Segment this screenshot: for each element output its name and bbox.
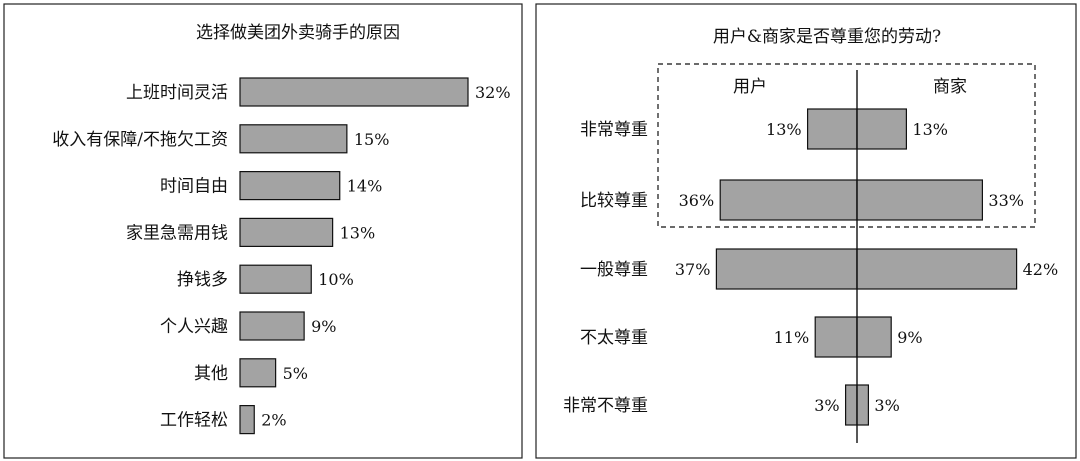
reason-category-label: 时间自由 <box>160 177 228 197</box>
users-bar <box>715 248 858 290</box>
reason-value-label: 14% <box>347 177 383 196</box>
reason-value-label: 13% <box>340 223 376 242</box>
reason-bar <box>239 171 341 201</box>
merchants-value-label: 33% <box>988 191 1024 210</box>
reason-category-label: 个人兴趣 <box>160 317 228 337</box>
respect-chart-title: 用户&商家是否尊重您的劳动? <box>713 27 941 47</box>
reason-category-label: 其他 <box>194 364 228 384</box>
merchants-value-label: 3% <box>874 396 899 415</box>
users-value-label: 36% <box>679 191 715 210</box>
reasons-chart-title: 选择做美团外卖骑手的原因 <box>196 23 400 43</box>
reason-value-label: 32% <box>475 83 511 102</box>
reasons-bars: 上班时间灵活 32% 收入有保障/不拖欠工资 15% 时间自由 14% 家里急需用钱 13% 挣… <box>52 77 511 435</box>
reason-value-label: 10% <box>318 270 354 289</box>
users-bar <box>806 108 858 150</box>
reason-bar <box>239 124 348 154</box>
reason-value-label: 5% <box>283 364 308 383</box>
respect-category-label: 不太尊重 <box>580 328 648 348</box>
respect-chart-frame <box>535 3 1077 459</box>
reason-value-label: 15% <box>354 130 390 149</box>
merchants-value-label: 9% <box>897 328 922 347</box>
merchants-value-label: 42% <box>1023 260 1059 279</box>
reason-value-label: 9% <box>311 317 336 336</box>
reason-bar <box>239 358 277 388</box>
merchants-value-label: 13% <box>912 120 948 139</box>
respect-category-label: 非常不尊重 <box>563 396 648 416</box>
merchants-bar <box>856 316 892 358</box>
legend-merchants: 商家 <box>933 77 967 97</box>
users-bar <box>719 179 858 221</box>
respect-category-label: 比较尊重 <box>580 191 648 211</box>
reason-category-label: 收入有保障/不拖欠工资 <box>52 130 228 150</box>
respect-category-label: 一般尊重 <box>580 260 648 280</box>
reason-category-label: 挣钱多 <box>177 270 228 290</box>
users-value-label: 37% <box>675 260 711 279</box>
reason-bar <box>239 311 305 341</box>
users-value-label: 3% <box>814 396 839 415</box>
reason-category-label: 家里急需用钱 <box>126 223 228 243</box>
reason-bar <box>239 405 255 435</box>
respect-category-label: 非常尊重 <box>580 120 648 140</box>
respect-bars: 非常尊重 13% 13% 比较尊重 36% 33% 一般尊重 37% 42% 不太尊重 11% 9% 非… <box>563 108 1059 426</box>
legend-users: 用户 <box>733 77 767 97</box>
merchants-bar <box>856 179 984 221</box>
merchants-bar <box>856 248 1018 290</box>
reason-value-label: 2% <box>261 411 286 430</box>
users-bar <box>844 384 858 426</box>
reason-category-label: 上班时间灵活 <box>126 83 228 103</box>
users-value-label: 11% <box>774 328 810 347</box>
merchants-bar <box>856 108 908 150</box>
users-value-label: 13% <box>766 120 802 139</box>
reason-bar <box>239 264 312 294</box>
respect-chart-panel: 用户&商家是否尊重您的劳动? 用户 商家 非常尊重 13% 13% 比较尊重 36% 33… <box>535 3 1077 459</box>
users-bar <box>814 316 858 358</box>
merchants-bar <box>856 384 869 426</box>
reasons-chart-panel: 选择做美团外卖骑手的原因 上班时间灵活 32% 收入有保障/不拖欠工资 15% 时间自由… <box>3 3 523 459</box>
reason-bar <box>239 77 469 107</box>
reason-category-label: 工作轻松 <box>160 411 228 431</box>
reason-bar <box>239 217 334 247</box>
